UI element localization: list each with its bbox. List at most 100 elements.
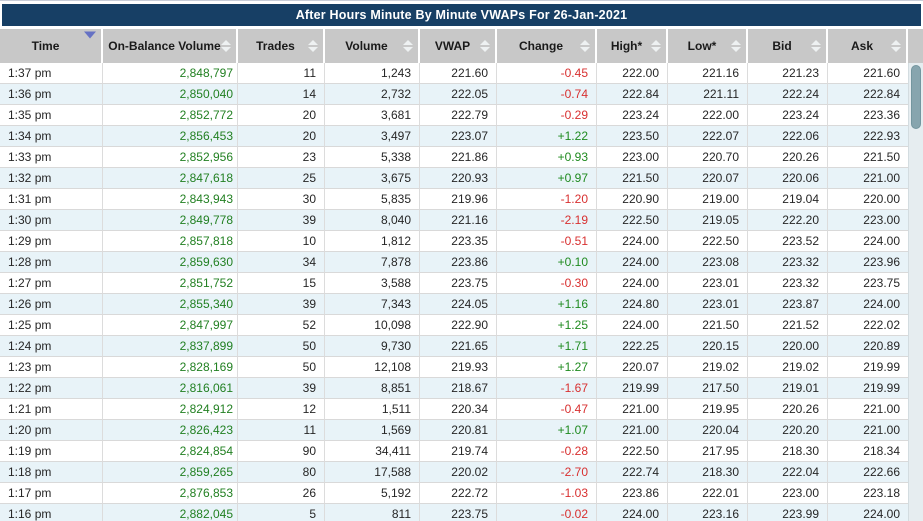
cell-high: 222.74 [597,462,668,483]
cell-low: 223.16 [668,504,748,521]
vertical-scrollbar[interactable] [908,63,923,521]
cell-volume: 12,108 [325,357,420,378]
cell-vwap: 224.05 [420,294,497,315]
cell-time: 1:35 pm [0,105,103,126]
cell-low: 220.07 [668,168,748,189]
cell-ask: 222.66 [828,462,908,483]
cell-time: 1:30 pm [0,210,103,231]
column-header-label: VWAP [434,38,471,53]
cell-vwap: 223.35 [420,231,497,252]
sort-updown-icon [580,40,590,52]
cell-volume: 2,732 [325,84,420,105]
column-header-trades[interactable]: Trades [238,29,325,63]
cell-time: 1:25 pm [0,315,103,336]
cell-low: 219.00 [668,189,748,210]
cell-vwap: 222.79 [420,105,497,126]
table-row: 1:37 pm 2,848,797 11 1,243 221.60 -0.45 … [0,63,908,84]
cell-bid: 223.52 [748,231,828,252]
cell-change: -1.67 [497,378,597,399]
column-header-time[interactable]: Time [0,29,103,63]
cell-low: 217.50 [668,378,748,399]
sort-updown-icon [480,40,490,52]
cell-ask: 219.99 [828,378,908,399]
cell-bid: 223.99 [748,504,828,521]
cell-ask: 222.84 [828,84,908,105]
cell-ask: 223.96 [828,252,908,273]
scrollbar-thumb[interactable] [911,65,921,129]
column-header-filler [908,29,923,63]
column-header-volume[interactable]: Volume [325,29,420,63]
cell-time: 1:23 pm [0,357,103,378]
cell-vwap: 222.90 [420,315,497,336]
sort-updown-icon [811,40,821,52]
cell-volume: 1,569 [325,420,420,441]
cell-time: 1:32 pm [0,168,103,189]
cell-trades: 34 [238,252,325,273]
cell-bid: 218.30 [748,441,828,462]
cell-bid: 221.52 [748,315,828,336]
cell-on-balance-volume: 2,859,265 [103,462,238,483]
cell-trades: 52 [238,315,325,336]
column-header-label: Time [31,38,60,53]
cell-bid: 223.87 [748,294,828,315]
cell-time: 1:36 pm [0,84,103,105]
column-header-vwap[interactable]: VWAP [420,29,497,63]
cell-low: 218.30 [668,462,748,483]
cell-on-balance-volume: 2,824,912 [103,399,238,420]
table-row: 1:20 pm 2,826,423 11 1,569 220.81 +1.07 … [0,420,908,441]
cell-trades: 50 [238,336,325,357]
cell-trades: 90 [238,441,325,462]
cell-bid: 219.02 [748,357,828,378]
table-row: 1:35 pm 2,852,772 20 3,681 222.79 -0.29 … [0,105,908,126]
column-header-change[interactable]: Change [497,29,597,63]
cell-volume: 5,835 [325,189,420,210]
cell-vwap: 223.07 [420,126,497,147]
cell-time: 1:24 pm [0,336,103,357]
cell-ask: 219.99 [828,357,908,378]
cell-bid: 222.24 [748,84,828,105]
cell-trades: 15 [238,273,325,294]
cell-on-balance-volume: 2,847,997 [103,315,238,336]
column-header-label: Bid [772,38,792,53]
table-row: 1:19 pm 2,824,854 90 34,411 219.74 -0.28… [0,441,908,462]
table-body: 1:37 pm 2,848,797 11 1,243 221.60 -0.45 … [0,63,908,521]
cell-high: 223.86 [597,483,668,504]
column-header-low[interactable]: Low* [668,29,748,63]
cell-bid: 220.26 [748,399,828,420]
column-header-label: Change [518,38,563,53]
cell-volume: 811 [325,504,420,521]
cell-low: 223.01 [668,294,748,315]
column-header-on-balance-volume[interactable]: On-Balance Volume [103,29,238,63]
column-header-ask[interactable]: Ask [828,29,908,63]
table-row: 1:25 pm 2,847,997 52 10,098 222.90 +1.25… [0,315,908,336]
cell-ask: 223.75 [828,273,908,294]
cell-vwap: 222.05 [420,84,497,105]
cell-vwap: 221.65 [420,336,497,357]
cell-on-balance-volume: 2,856,453 [103,126,238,147]
column-header-label: Ask [850,38,873,53]
cell-volume: 8,040 [325,210,420,231]
cell-time: 1:26 pm [0,294,103,315]
cell-time: 1:34 pm [0,126,103,147]
column-header-label: Trades [256,38,295,53]
cell-on-balance-volume: 2,850,040 [103,84,238,105]
cell-high: 220.07 [597,357,668,378]
cell-high: 224.00 [597,252,668,273]
cell-on-balance-volume: 2,826,423 [103,420,238,441]
cell-high: 221.00 [597,420,668,441]
column-header-high[interactable]: High* [597,29,668,63]
cell-time: 1:31 pm [0,189,103,210]
cell-high: 223.50 [597,126,668,147]
cell-on-balance-volume: 2,828,169 [103,357,238,378]
cell-high: 224.00 [597,273,668,294]
cell-ask: 221.00 [828,399,908,420]
cell-on-balance-volume: 2,848,797 [103,63,238,84]
cell-on-balance-volume: 2,852,956 [103,147,238,168]
table-row: 1:28 pm 2,859,630 34 7,878 223.86 +0.10 … [0,252,908,273]
column-header-bid[interactable]: Bid [748,29,828,63]
cell-trades: 20 [238,126,325,147]
cell-volume: 10,098 [325,315,420,336]
cell-change: +1.25 [497,315,597,336]
cell-trades: 30 [238,189,325,210]
